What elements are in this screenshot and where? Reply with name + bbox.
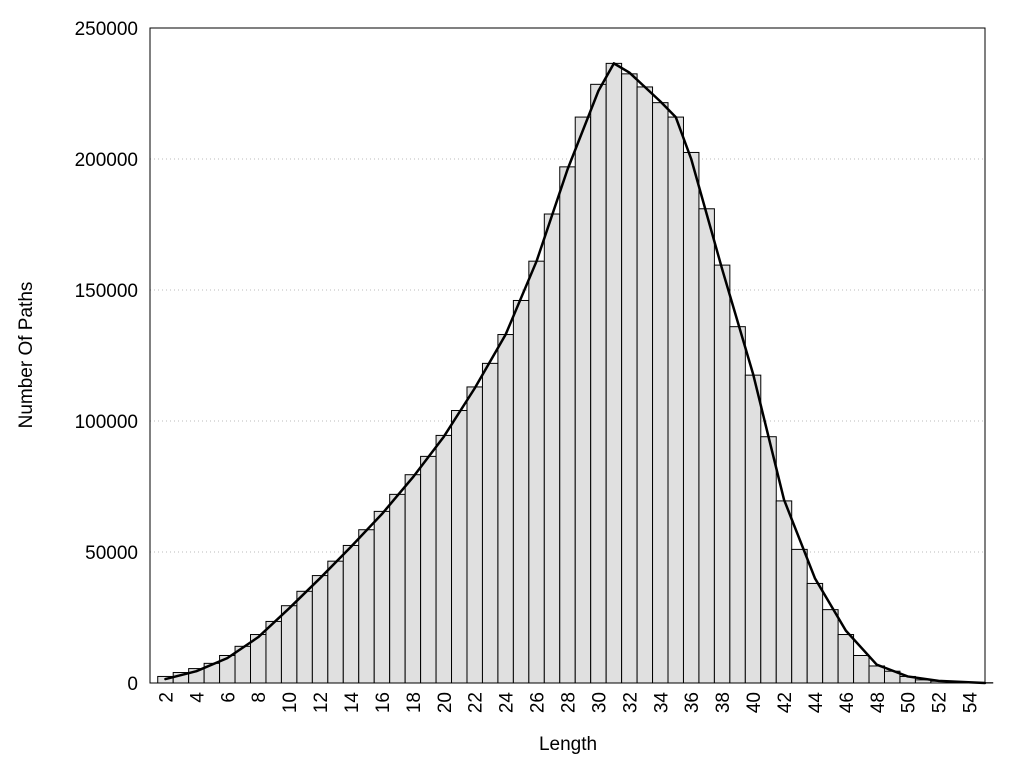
bar — [265, 620, 282, 684]
x-tick-label: 46 — [837, 692, 858, 713]
bar — [296, 590, 313, 684]
x-tick-label: 28 — [559, 692, 580, 713]
bar — [389, 493, 406, 684]
bar — [497, 334, 514, 684]
bar — [311, 575, 329, 684]
bar — [775, 500, 793, 684]
x-tick-label: 16 — [373, 692, 394, 713]
y-tick-label: 100000 — [75, 412, 138, 433]
plot-frame — [149, 27, 986, 684]
y-tick-label: 250000 — [75, 19, 138, 40]
bar — [559, 166, 576, 684]
bar — [791, 548, 808, 684]
x-tick-label: 12 — [311, 692, 332, 713]
bar — [636, 86, 654, 684]
x-tick-label: 26 — [528, 692, 549, 713]
bar — [605, 62, 623, 684]
x-tick-label: 54 — [961, 692, 982, 714]
x-tick-label: 40 — [744, 692, 765, 713]
bar — [822, 609, 839, 684]
bar — [621, 73, 638, 684]
bar — [342, 544, 360, 684]
bar — [528, 260, 545, 684]
bar — [543, 213, 561, 684]
x-tick-label: 30 — [589, 692, 610, 713]
bar — [744, 374, 762, 684]
x-tick-label: 44 — [806, 692, 827, 714]
x-tick-label: 22 — [466, 692, 487, 713]
bar — [327, 560, 344, 684]
x-tick-label: 14 — [342, 692, 363, 714]
x-tick-label: 20 — [435, 692, 456, 713]
x-tick-label: 50 — [899, 692, 920, 713]
x-tick-label: 24 — [497, 692, 518, 714]
y-tick-label: 50000 — [85, 543, 138, 564]
x-tick-label: 42 — [775, 692, 796, 713]
x-tick-label: 52 — [930, 692, 951, 713]
bar — [698, 208, 715, 684]
bar — [481, 362, 499, 684]
bar — [590, 83, 607, 684]
y-tick-label: 150000 — [75, 281, 138, 302]
x-tick-label: 8 — [249, 692, 270, 703]
bar — [806, 582, 824, 684]
x-axis-label: Length — [539, 734, 597, 755]
bar — [760, 436, 777, 684]
x-tick-label: 36 — [682, 692, 703, 713]
bar — [466, 386, 483, 684]
bar — [451, 410, 468, 684]
bar — [713, 264, 731, 684]
bar — [574, 116, 592, 684]
bar — [435, 434, 453, 684]
bar — [667, 116, 684, 684]
x-tick-label: 18 — [404, 692, 425, 713]
x-tick-label: 4 — [187, 692, 208, 703]
x-tick-label: 38 — [713, 692, 734, 713]
bar — [868, 665, 885, 684]
x-tick-label: 2 — [156, 692, 177, 703]
bar — [729, 326, 746, 684]
bar — [682, 151, 700, 684]
bar — [420, 455, 437, 684]
x-tick-label: 48 — [868, 692, 889, 713]
bar — [837, 634, 855, 684]
bar — [358, 529, 375, 684]
x-tick-label: 34 — [651, 692, 672, 714]
bar — [512, 299, 530, 684]
bar — [853, 654, 870, 684]
x-tick-label: 32 — [620, 692, 641, 713]
bar — [652, 102, 669, 684]
y-tick-label: 0 — [127, 674, 138, 695]
bar — [404, 474, 422, 684]
y-tick-label: 200000 — [75, 150, 138, 171]
bar — [280, 605, 298, 684]
x-tick-label: 6 — [218, 692, 239, 703]
density-curve — [164, 62, 987, 685]
bar — [373, 510, 391, 684]
x-tick-label: 10 — [280, 692, 301, 713]
y-axis-label: Number Of Paths — [16, 282, 37, 429]
